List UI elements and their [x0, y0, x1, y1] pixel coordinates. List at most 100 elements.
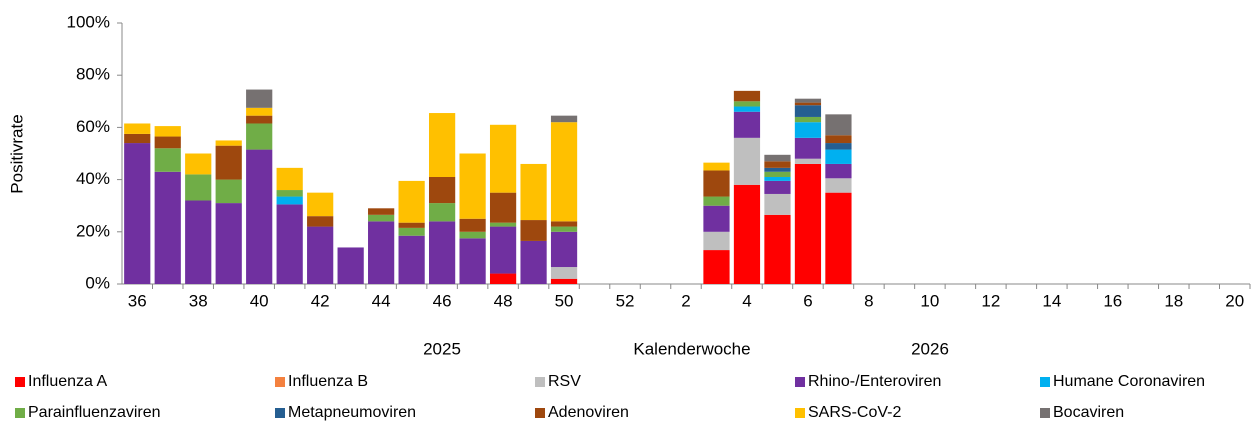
bar-segment: [276, 204, 303, 284]
bar-segment: [215, 179, 242, 204]
bar-segment: [368, 208, 395, 215]
bar-segment: [520, 163, 547, 221]
x-tick-label: 50: [555, 291, 574, 310]
bar-segment: [307, 226, 334, 284]
x-tick-label: 8: [864, 291, 873, 310]
bar-segment: [215, 140, 242, 146]
x-tick-label: 20: [1225, 291, 1244, 310]
legend-swatch: [15, 408, 25, 418]
bar-segment: [825, 143, 852, 150]
legend-swatch: [15, 377, 25, 387]
legend-label: Influenza B: [288, 373, 368, 390]
legend-swatch: [795, 377, 805, 387]
bar-segment: [703, 196, 730, 206]
bar-segment: [276, 196, 303, 205]
legend-label: Parainfluenzaviren: [28, 404, 161, 421]
bar-segment: [489, 273, 517, 284]
x-tick-label: 12: [981, 291, 1000, 310]
bar-segment: [733, 101, 761, 107]
bar-segment: [733, 111, 761, 138]
bar-segment: [825, 149, 852, 164]
bar-segment: [398, 222, 425, 228]
bar-segment: [185, 174, 212, 201]
bar-segment: [703, 231, 730, 251]
x-tick-label: 6: [803, 291, 812, 310]
bar-segment: [703, 205, 730, 232]
legend-label: Influenza A: [28, 373, 108, 390]
x-tick-label: 14: [1042, 291, 1061, 310]
bar-segment: [368, 221, 395, 284]
bar-segment: [764, 176, 791, 181]
y-tick-label: 40%: [76, 169, 110, 188]
x-tick-label: 46: [433, 291, 452, 310]
bar-segment: [428, 176, 456, 204]
bar-segment: [124, 123, 151, 134]
x-tick-label: 16: [1103, 291, 1122, 310]
bar-segment: [764, 180, 791, 194]
legend-swatch: [535, 408, 545, 418]
legend-swatch: [275, 408, 285, 418]
bar-segment: [459, 218, 486, 232]
legend-label: Rhino-/Enteroviren: [808, 373, 941, 390]
bar-segment: [520, 240, 547, 284]
bar-segment: [550, 115, 578, 123]
legend-label: Bocaviren: [1053, 404, 1124, 421]
legend-swatch: [1040, 377, 1050, 387]
bar-segment: [764, 193, 791, 215]
bar-segment: [550, 231, 578, 268]
bar-segment: [489, 222, 517, 227]
bar-segment: [733, 137, 761, 185]
x-tick-label: 18: [1164, 291, 1183, 310]
bar-segment: [550, 122, 578, 222]
bar-segment: [246, 115, 273, 124]
bar-segment: [703, 162, 730, 171]
bar-segment: [550, 278, 578, 284]
bar-segment: [398, 227, 425, 236]
bar-segment: [764, 214, 791, 284]
bar-segment: [550, 226, 578, 232]
bar-segment: [154, 171, 181, 284]
bar-segment: [307, 216, 334, 227]
bar-segment: [154, 148, 181, 172]
bar-segment: [733, 90, 761, 102]
x-tick-label: 4: [742, 291, 751, 310]
x-tick-label: 52: [616, 291, 635, 310]
year-label: 2026: [911, 339, 949, 358]
bar-segment: [520, 220, 547, 241]
bar-segment: [246, 149, 273, 284]
bar-segment: [459, 231, 486, 239]
bar-segment: [154, 136, 181, 149]
bar-segment: [276, 167, 303, 191]
bar-segment: [794, 163, 822, 284]
y-axis-title: Positivrate: [7, 114, 26, 193]
bar-segment: [215, 145, 242, 180]
legend-label: Adenoviren: [548, 404, 629, 421]
bar-segment: [185, 153, 212, 175]
bar-segment: [825, 114, 852, 136]
bar-segment: [794, 105, 822, 117]
bar-segment: [246, 107, 273, 116]
bar-segment: [794, 116, 822, 123]
x-tick-label: 44: [372, 291, 391, 310]
x-tick-label: 40: [250, 291, 269, 310]
bar-segment: [459, 238, 486, 284]
legend-label: SARS-CoV-2: [808, 404, 901, 421]
bar-segment: [428, 221, 456, 284]
bar-segment: [764, 154, 791, 162]
bar-segment: [703, 170, 730, 197]
bar-segment: [124, 133, 151, 144]
x-tick-label: 38: [189, 291, 208, 310]
legend-swatch: [535, 377, 545, 387]
year-label: 2025: [423, 339, 461, 358]
bar-segment: [703, 250, 730, 284]
legend-label: Metapneumoviren: [288, 404, 416, 421]
bar-segment: [246, 123, 273, 150]
bar-segment: [794, 102, 822, 106]
x-tick-label: 48: [494, 291, 513, 310]
bar-segment: [489, 192, 517, 223]
bar-segment: [794, 98, 822, 103]
bar-segment: [307, 192, 334, 217]
y-tick-label: 0%: [85, 273, 110, 292]
x-tick-label: 2: [681, 291, 690, 310]
